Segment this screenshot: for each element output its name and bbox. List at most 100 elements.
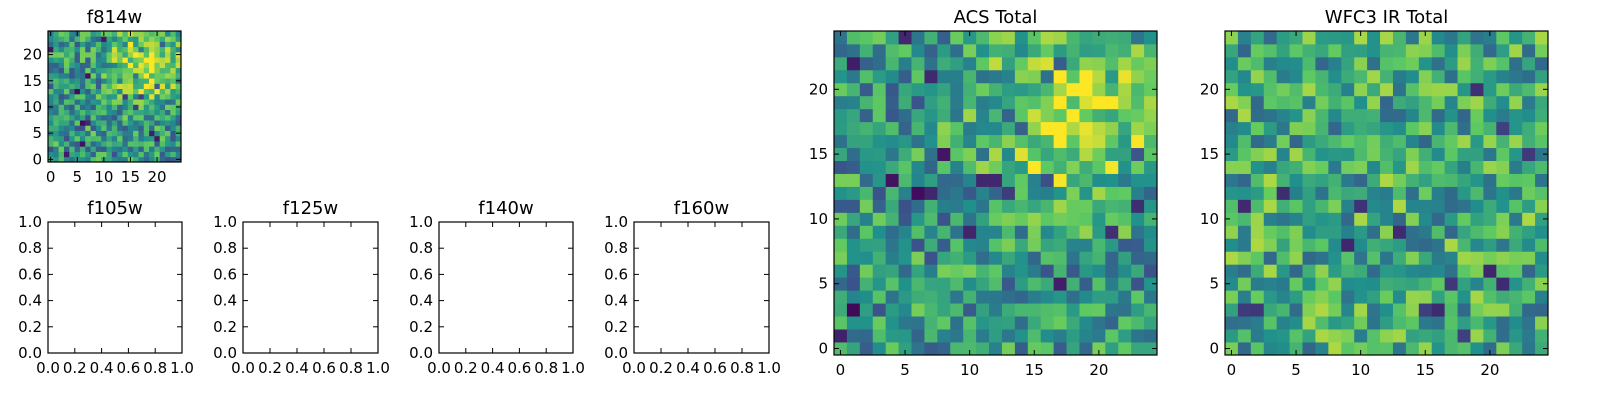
- heatmap-cell: [138, 114, 145, 121]
- heatmap-cell: [1001, 290, 1016, 304]
- heatmap-cell: [989, 290, 1003, 304]
- heatmap-cell: [898, 264, 912, 278]
- heatmap-cell: [1066, 134, 1080, 149]
- heatmap-cell: [1014, 108, 1029, 123]
- heatmap-cell: [1535, 342, 1549, 356]
- heatmap-cell: [1276, 95, 1290, 110]
- heatmap-cell: [1367, 69, 1381, 84]
- heatmap-cell: [58, 83, 65, 90]
- heatmap-cell: [85, 72, 91, 79]
- heatmap-cell: [1131, 316, 1145, 330]
- heatmap-cell: [1014, 173, 1029, 187]
- heatmap-cell: [872, 31, 887, 45]
- heatmap-cell: [138, 83, 145, 90]
- heatmap-cell: [1483, 121, 1497, 136]
- heatmap-cell: [1470, 290, 1484, 304]
- heatmap-cell: [58, 67, 65, 74]
- heatmap-cell: [834, 43, 848, 58]
- heatmap-cell: [1225, 251, 1239, 265]
- x-tick-label: 0.4: [676, 359, 700, 377]
- heatmap-cell: [1079, 121, 1093, 136]
- heatmap-cell: [1144, 82, 1158, 97]
- heatmap-cell: [898, 199, 912, 213]
- heatmap-cell: [48, 114, 54, 121]
- heatmap-cell: [154, 83, 161, 90]
- heatmap-cell: [859, 290, 874, 304]
- heatmap-cell: [48, 99, 54, 105]
- heatmap-cell: [1276, 134, 1290, 149]
- heatmap-cell: [1066, 251, 1080, 265]
- heatmap-cell: [1470, 329, 1484, 343]
- heatmap-cell: [138, 51, 145, 58]
- heatmap-cell: [859, 147, 874, 161]
- heatmap-cell: [937, 121, 951, 136]
- heatmap-cell: [1315, 82, 1329, 97]
- heatmap-cell: [1354, 108, 1368, 123]
- x-tick-label: 15: [1416, 361, 1435, 379]
- heatmap-cell: [950, 316, 964, 330]
- heatmap-cell: [976, 303, 990, 317]
- heatmap-cell: [1418, 56, 1433, 71]
- heatmap-cell: [1302, 251, 1316, 265]
- heatmap-cell: [143, 104, 150, 110]
- heatmap-cell: [1522, 69, 1536, 84]
- heatmap-cell: [937, 251, 951, 265]
- heatmap-cell: [117, 36, 123, 42]
- heatmap-cell: [165, 31, 171, 37]
- heatmap-cell: [143, 88, 150, 95]
- heatmap-cell: [937, 160, 951, 174]
- x-tick-label: 10: [94, 168, 113, 186]
- heatmap-cell: [79, 31, 86, 37]
- heatmap-cell: [48, 57, 54, 63]
- heatmap-cell: [1418, 199, 1433, 213]
- heatmap-cell: [1380, 342, 1394, 356]
- heatmap-cell: [53, 41, 60, 48]
- heatmap-cell: [1496, 43, 1510, 58]
- heatmap-cell: [74, 62, 81, 69]
- y-tick-label: 1.0: [213, 213, 237, 231]
- heatmap-cell: [1315, 329, 1329, 343]
- heatmap-cell: [122, 114, 129, 121]
- heatmap-cell: [1250, 199, 1265, 213]
- heatmap-cell: [885, 43, 899, 58]
- heatmap-cell: [111, 99, 118, 105]
- heatmap-cell: [1079, 238, 1093, 252]
- heatmap-cell: [950, 121, 964, 136]
- heatmap-cell: [106, 51, 113, 58]
- heatmap-cell: [159, 57, 166, 63]
- heatmap-cell: [90, 135, 97, 142]
- heatmap-cell: [1250, 186, 1265, 200]
- heatmap-cell: [950, 251, 964, 265]
- heatmap-cell: [1066, 82, 1080, 97]
- heatmap-cell: [859, 329, 874, 343]
- heatmap-cell: [159, 120, 166, 126]
- heatmap-cell: [1509, 225, 1523, 239]
- heatmap-cell: [872, 264, 887, 278]
- heatmap-cell: [1457, 238, 1471, 252]
- heatmap-cell: [1457, 160, 1471, 174]
- heatmap-cell: [1418, 160, 1433, 174]
- heatmap-cell: [1380, 173, 1394, 187]
- heatmap-cell: [117, 93, 123, 100]
- heatmap-cell: [1405, 225, 1420, 239]
- heatmap-cell: [165, 114, 171, 121]
- heatmap-cell: [133, 41, 139, 48]
- heatmap-cell: [95, 146, 102, 152]
- heatmap-cell: [1315, 56, 1329, 71]
- heatmap-cell: [1354, 173, 1368, 187]
- y-tick-label: 15: [809, 145, 828, 163]
- heatmap-cell: [1027, 160, 1042, 174]
- heatmap-cell: [1367, 290, 1381, 304]
- heatmap-cell: [95, 120, 102, 126]
- heatmap-cell: [976, 82, 990, 97]
- heatmap-cell: [106, 72, 113, 79]
- heatmap-cell: [1289, 290, 1303, 304]
- heatmap-cell: [1144, 199, 1158, 213]
- heatmap-cell: [1066, 43, 1080, 58]
- heatmap-cell: [846, 95, 861, 110]
- heatmap-cell: [159, 62, 166, 69]
- heatmap-cell: [1470, 56, 1484, 71]
- heatmap-cell: [1263, 108, 1278, 123]
- heatmap-cell: [1535, 238, 1549, 252]
- heatmap-cell: [1509, 31, 1523, 45]
